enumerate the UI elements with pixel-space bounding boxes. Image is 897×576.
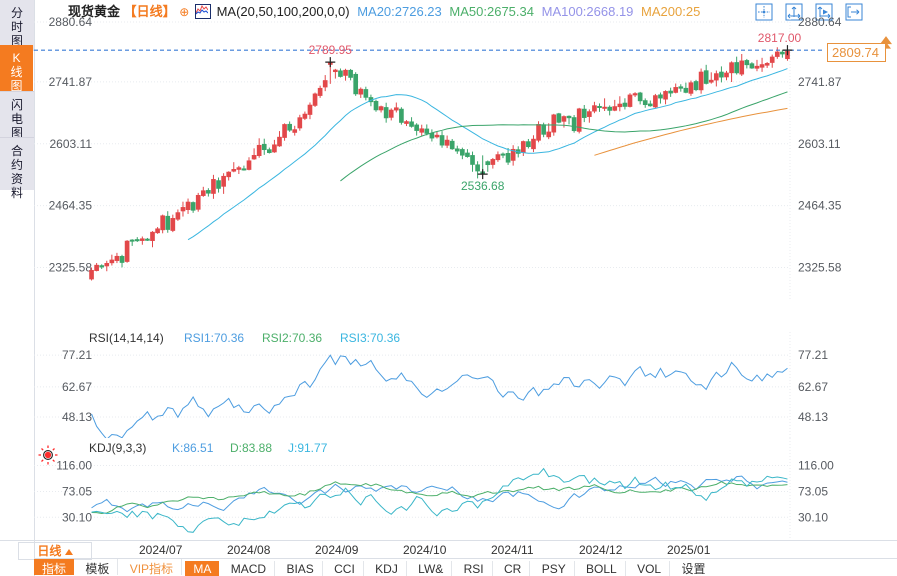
svg-text:2880.64: 2880.64 — [49, 16, 93, 29]
svg-text:30.10: 30.10 — [798, 510, 828, 524]
svg-text:RSI3:70.36: RSI3:70.36 — [340, 332, 400, 345]
svg-text:73.05: 73.05 — [798, 485, 828, 499]
svg-text:RSI(14,14,14): RSI(14,14,14) — [89, 332, 164, 345]
svg-text:116.00: 116.00 — [56, 459, 92, 473]
svg-text:48.13: 48.13 — [798, 410, 828, 424]
svg-text:RSI2:70.36: RSI2:70.36 — [262, 332, 322, 345]
svg-text:62.67: 62.67 — [798, 380, 828, 394]
svg-text:2325.58: 2325.58 — [798, 261, 842, 275]
svg-text:2789.95: 2789.95 — [309, 43, 353, 57]
svg-text:2325.58: 2325.58 — [49, 261, 93, 275]
svg-text:2536.68: 2536.68 — [461, 179, 505, 193]
svg-text:77.21: 77.21 — [798, 348, 828, 362]
svg-text:116.00: 116.00 — [798, 459, 834, 473]
svg-text:2741.87: 2741.87 — [49, 75, 93, 89]
svg-text:2741.87: 2741.87 — [798, 75, 842, 89]
svg-text:48.13: 48.13 — [62, 410, 92, 424]
svg-text:J:91.77: J:91.77 — [288, 441, 328, 455]
svg-text:30.10: 30.10 — [62, 510, 92, 524]
svg-text:KDJ(9,3,3): KDJ(9,3,3) — [89, 441, 146, 455]
svg-text:2603.11: 2603.11 — [50, 137, 93, 151]
svg-text:62.67: 62.67 — [62, 380, 92, 394]
svg-text:77.21: 77.21 — [62, 348, 92, 362]
svg-text:2603.11: 2603.11 — [798, 137, 841, 151]
svg-text:2464.35: 2464.35 — [49, 199, 93, 213]
svg-text:D:83.88: D:83.88 — [230, 441, 272, 455]
svg-text:2817.00: 2817.00 — [758, 31, 802, 45]
svg-text:2464.35: 2464.35 — [798, 199, 842, 213]
svg-text:K:86.51: K:86.51 — [172, 441, 214, 455]
svg-text:73.05: 73.05 — [62, 485, 92, 499]
svg-text:2880.64: 2880.64 — [798, 16, 842, 29]
svg-text:RSI1:70.36: RSI1:70.36 — [184, 332, 244, 345]
